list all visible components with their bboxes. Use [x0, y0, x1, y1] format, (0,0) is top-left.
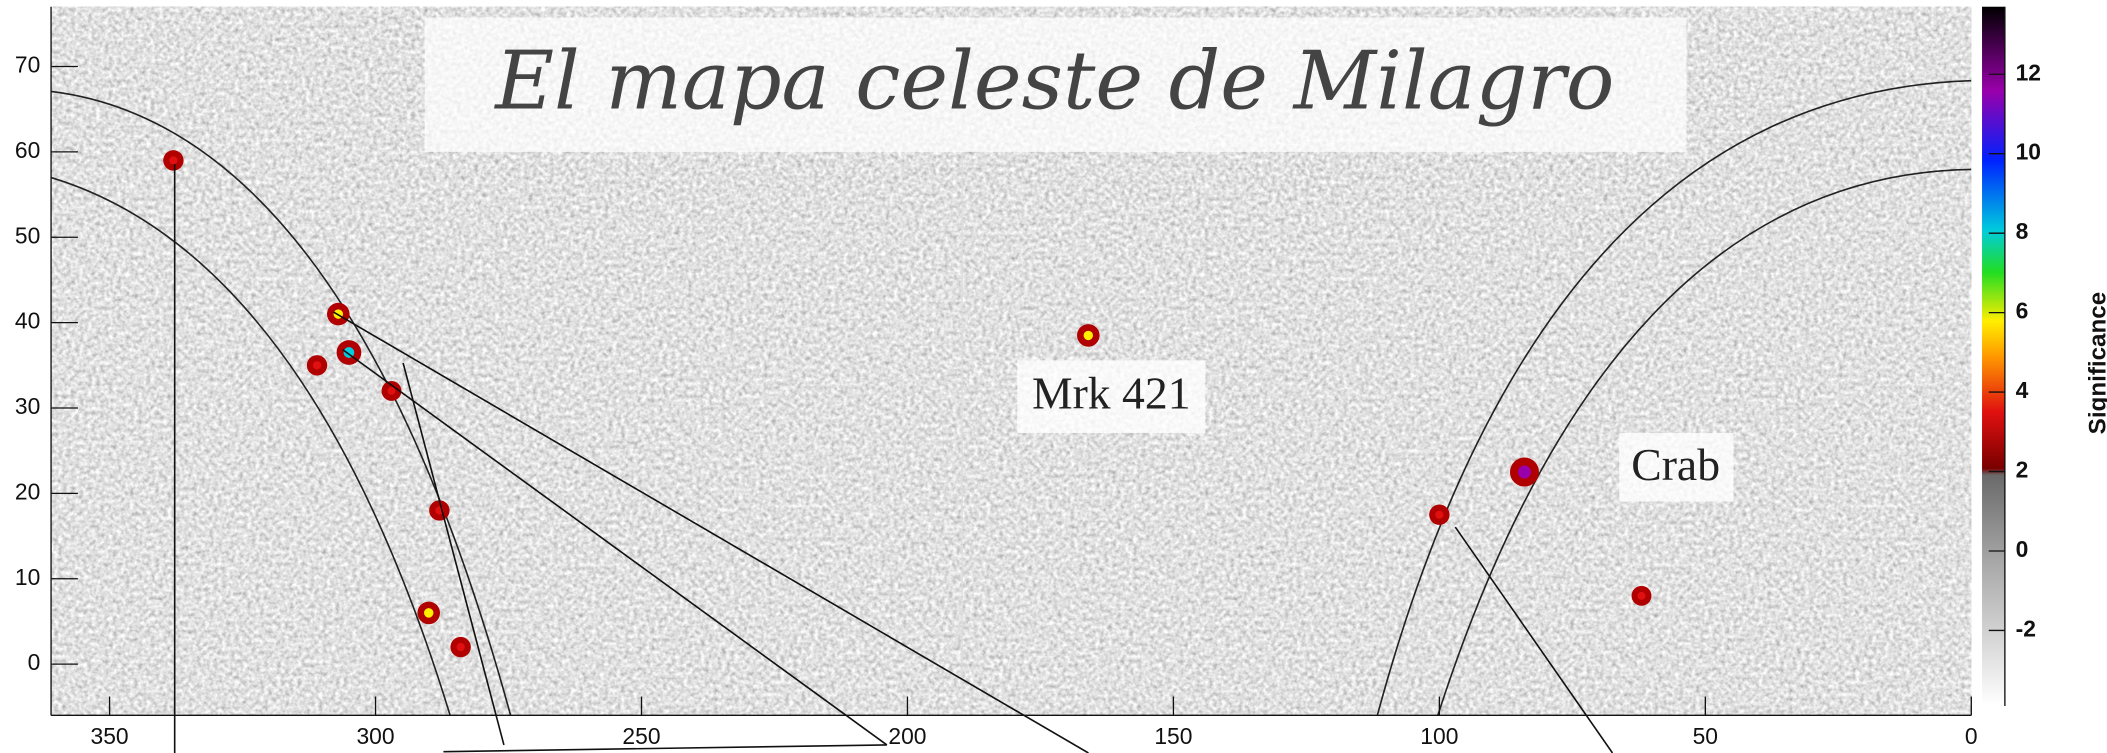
x-tick-label: 200 [888, 723, 926, 749]
colorbar-tick-label: -2 [2016, 615, 2036, 641]
colorbar-tick-label: 0 [2016, 536, 2029, 562]
y-tick-label: 30 [15, 393, 40, 419]
y-tick-label: 50 [15, 222, 40, 248]
x-tick-label: 350 [91, 723, 129, 749]
source [313, 361, 321, 369]
x-tick-label: 150 [1154, 723, 1192, 749]
x-tick-label: 50 [1693, 723, 1718, 749]
y-tick-label: 0 [28, 649, 41, 675]
y-tick-label: 40 [15, 308, 40, 334]
colorbar-tick-label: 4 [2016, 377, 2029, 403]
chart-title: El mapa celeste de Milagro [493, 34, 1614, 128]
source [1084, 331, 1093, 340]
source [1518, 466, 1531, 479]
colorbar [1982, 7, 2005, 706]
page: {"chart_data":{"type":"scatter","title":… [0, 0, 2107, 753]
source [1638, 592, 1646, 600]
annotation: Mrk 421 [1032, 367, 1191, 418]
y-tick-label: 70 [15, 52, 40, 78]
colorbar-tick-label: 6 [2016, 298, 2029, 324]
x-tick-label: 100 [1420, 723, 1458, 749]
source [169, 156, 177, 164]
annotation: Crab [1631, 439, 1720, 490]
colorbar-tick-label: 10 [2016, 139, 2041, 165]
x-tick-label: 0 [1965, 723, 1978, 749]
source [424, 608, 433, 617]
y-tick-label: 60 [15, 137, 40, 163]
x-tick-label: 250 [622, 723, 660, 749]
colorbar-tick-label: 12 [2016, 59, 2041, 85]
y-tick-label: 20 [15, 478, 40, 504]
chart: El mapa celeste de Milagro Mrk 421 Crab … [0, 0, 2107, 753]
source [456, 643, 464, 651]
source [1435, 511, 1443, 519]
pointer [443, 745, 886, 752]
colorbar-tick-label: 2 [2016, 457, 2029, 483]
x-tick-label: 300 [356, 723, 394, 749]
y-tick-label: 10 [15, 564, 40, 590]
colorbar-tick-label: 8 [2016, 218, 2029, 244]
colorbar-label: Significance [2084, 292, 2107, 435]
source [387, 387, 395, 395]
